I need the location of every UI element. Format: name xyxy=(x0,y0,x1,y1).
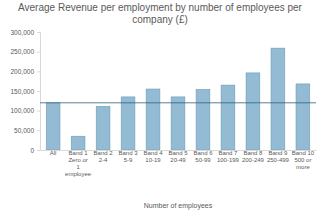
y-tick-label: 100,000 xyxy=(11,107,35,114)
y-tick-label: 300,000 xyxy=(11,29,35,36)
x-tick: Band 35-9 xyxy=(119,150,139,163)
y-tick: 300,000 xyxy=(11,29,41,36)
chart-container: Average Revenue per employment by number… xyxy=(0,0,320,214)
chart-title: Average Revenue per employment by number… xyxy=(18,2,303,25)
y-tick: 100,000 xyxy=(11,107,41,114)
x-tick: All xyxy=(50,150,57,156)
y-tick: 150,000 xyxy=(11,88,41,95)
y-tick-mark xyxy=(37,111,40,112)
bar xyxy=(296,84,310,150)
y-axis: 0 50,000 100,000 150,000 200,000 250,000 300,0… xyxy=(11,29,41,154)
x-tick: Band 1Zero or1employee xyxy=(65,150,92,177)
x-tick: Band 22-4 xyxy=(94,150,114,163)
y-tick: 50,000 xyxy=(14,127,40,134)
x-tick-label: Band 410-19 xyxy=(144,150,164,163)
x-tick-label: Band 8200-249 xyxy=(242,150,265,163)
x-tick-label: Band 1Zero or1employee xyxy=(65,150,92,177)
bar xyxy=(146,89,160,150)
x-tick-label: Band 10500 ormore xyxy=(292,150,315,170)
bar xyxy=(96,106,110,150)
y-tick-label: 50,000 xyxy=(14,127,34,134)
x-tick-label: Band 9250-499 xyxy=(267,150,290,163)
bars xyxy=(40,48,316,150)
x-tick: Band 520-49 xyxy=(168,150,188,163)
x-tick: Band 410-19 xyxy=(144,150,164,163)
y-tick-mark xyxy=(37,150,40,151)
y-tick-label: 200,000 xyxy=(11,68,35,75)
x-tick-label: All xyxy=(50,150,57,156)
x-tick-label: Band 520-49 xyxy=(168,150,188,163)
y-axis-line xyxy=(37,33,41,151)
y-tick: 0 xyxy=(30,147,40,154)
y-tick: 250,000 xyxy=(11,48,41,55)
bar xyxy=(46,103,60,150)
y-tick-mark xyxy=(37,130,40,131)
y-tick: 200,000 xyxy=(11,68,41,75)
bar xyxy=(196,89,210,150)
bar xyxy=(171,97,185,150)
x-tick-label: Band 7100-199 xyxy=(217,150,240,163)
bar xyxy=(71,136,85,150)
chart-svg: Average Revenue per employment by number… xyxy=(0,0,320,214)
x-tick: Band 7100-199 xyxy=(217,150,240,163)
bar xyxy=(246,73,260,150)
x-tick: Band 8200-249 xyxy=(242,150,265,163)
y-tick-mark xyxy=(37,71,40,72)
y-tick-label: 150,000 xyxy=(11,88,35,95)
average-line xyxy=(40,102,316,103)
plot-area: 0 50,000 100,000 150,000 200,000 250,000 300,0… xyxy=(11,29,317,177)
x-tick-label: Band 35-9 xyxy=(119,150,139,163)
x-tick: Band 9250-499 xyxy=(267,150,290,163)
y-tick-mark xyxy=(37,52,40,53)
bar xyxy=(271,48,285,150)
y-tick-mark xyxy=(37,91,40,92)
x-tick: Band 650-99 xyxy=(193,150,213,163)
y-tick-label: 250,000 xyxy=(11,48,35,55)
bar xyxy=(121,97,135,150)
x-tick-label: Band 650-99 xyxy=(193,150,213,163)
x-tick-label: Band 22-4 xyxy=(94,150,114,163)
y-tick-label: 0 xyxy=(30,147,34,154)
x-axis: All Band 1Zero or1employeeBand 22-4 Band 3… xyxy=(41,150,317,177)
x-tick: Band 10500 ormore xyxy=(292,150,315,170)
bar xyxy=(221,85,235,150)
y-tick-mark xyxy=(37,32,40,33)
x-axis-title: Number of employees xyxy=(144,202,213,210)
